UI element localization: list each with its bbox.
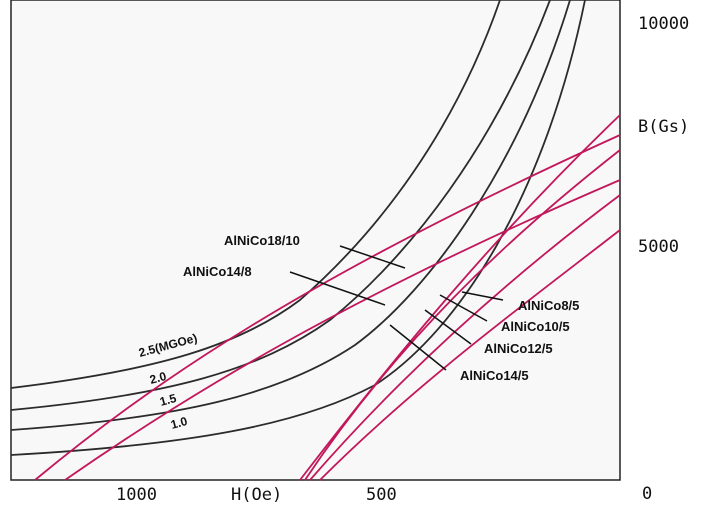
x-tick-500: 500 — [366, 485, 397, 505]
demag-curve-alnico18-10 — [34, 134, 621, 481]
leader-line-4 — [439, 294, 488, 322]
leader-line-2 — [289, 271, 386, 306]
plot-area — [11, 0, 620, 480]
x-tick-1000: 1000 — [116, 485, 157, 505]
energy-label-2-0: 2.0 — [148, 369, 168, 387]
energy-label-1-0: 1.0 — [169, 414, 189, 432]
energy-label-1-5: 1.5 — [158, 391, 178, 409]
alloy-label-alnico8-5: AlNiCo8/5 — [518, 298, 579, 313]
energy-curve-3 — [10, 0, 571, 431]
energy-curve-2 — [10, 0, 551, 411]
y-tick-10000: 10000 — [638, 14, 689, 34]
leader-line-5 — [424, 309, 472, 345]
alloy-label-alnico14-8: AlNiCo14/8 — [183, 264, 252, 279]
leader-line-3 — [461, 291, 504, 301]
demagnetization-curves — [34, 114, 621, 481]
y-tick-5000: 5000 — [638, 237, 679, 257]
leader-line-6 — [389, 324, 447, 371]
demag-curve-alnico8-5 — [299, 114, 621, 481]
leader-line-1 — [339, 245, 406, 269]
y-axis-label: B(Gs) — [638, 117, 689, 137]
x-axis-label: H(Oe) — [231, 485, 282, 505]
demag-curve-alnico10-5 — [304, 149, 621, 481]
demag-curve-alnico12-5 — [309, 194, 621, 481]
alloy-label-alnico12-5: AlNiCo12/5 — [484, 341, 553, 356]
alloy-label-alnico18-10: AlNiCo18/10 — [224, 233, 300, 248]
label-leaders — [289, 245, 504, 371]
alloy-label-alnico10-5: AlNiCo10/5 — [501, 319, 570, 334]
plot-border — [10, 0, 621, 481]
y-tick-0: 0 — [642, 484, 652, 504]
alloy-label-alnico14-5: AlNiCo14/5 — [460, 368, 529, 383]
demag-curve-alnico14-5 — [319, 229, 621, 481]
energy-curve-1 — [10, 0, 501, 389]
